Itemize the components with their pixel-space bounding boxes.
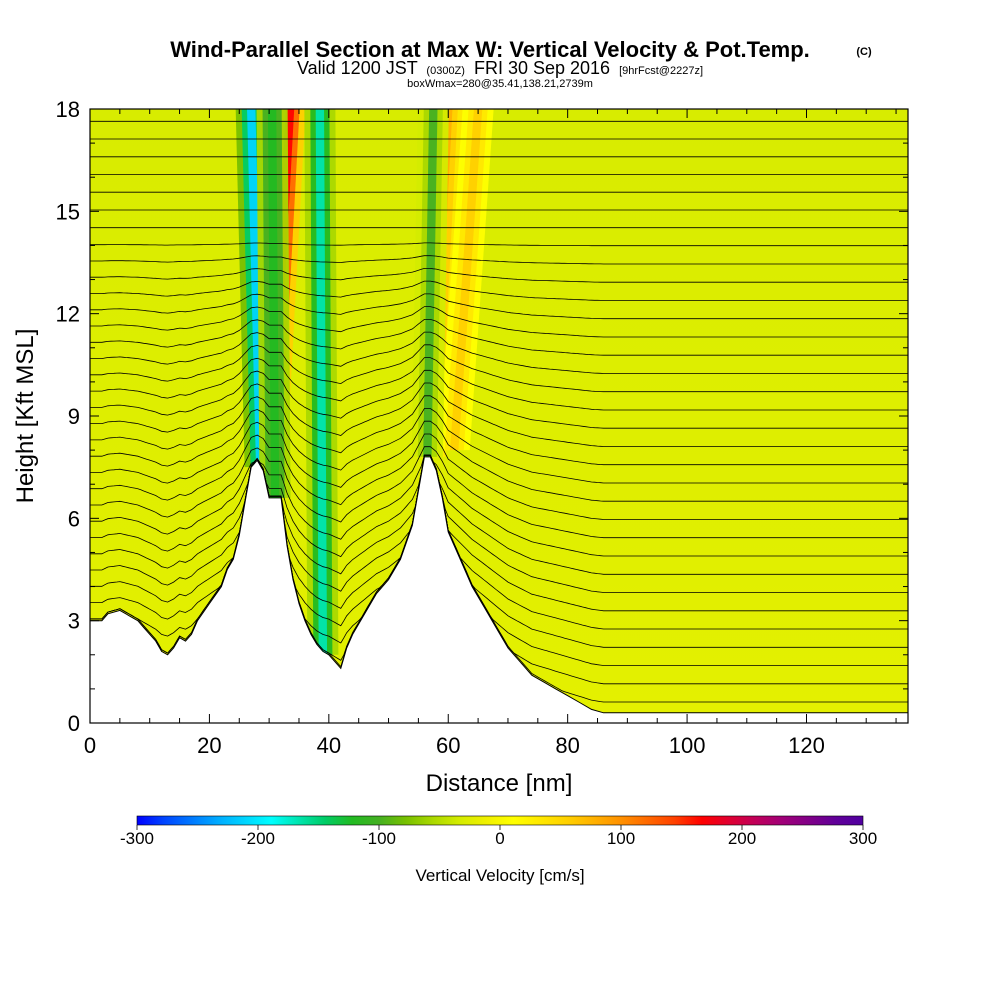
x-tick-label-80: 80: [555, 733, 579, 758]
x-tick-label-20: 20: [197, 733, 221, 758]
isentrope-8: [90, 454, 908, 557]
y-axis: 0 3 6 9 12 15 18: [56, 97, 908, 736]
isentrope-19: [90, 319, 908, 356]
y-tick-label-9: 9: [68, 404, 80, 429]
isentrope-22: [90, 280, 908, 301]
colorbar-label: Vertical Velocity [cm/s]: [415, 866, 584, 885]
terrain: [90, 456, 908, 723]
x-tick-label-0: 0: [84, 733, 96, 758]
x-tick-label-100: 100: [669, 733, 706, 758]
colorbar-tick-label--200: -200: [241, 829, 275, 848]
plot-area: [90, 109, 908, 723]
isentrope-contours: [90, 120, 908, 703]
isentrope-23: [90, 268, 908, 283]
isentrope-17: [90, 344, 908, 393]
x-tick-label-60: 60: [436, 733, 460, 758]
y-tick-label-15: 15: [56, 199, 80, 224]
x-tick-label-40: 40: [317, 733, 341, 758]
isentrope-5: [90, 454, 908, 612]
y-tick-label-3: 3: [68, 609, 80, 634]
x-axis-label: Distance [nm]: [426, 770, 573, 797]
x-tick-label-120: 120: [788, 733, 825, 758]
chart-title: Wind-Parallel Section at Max W: Vertical…: [170, 37, 810, 62]
subtitle-forecast: [9hrFcst@2227z]: [619, 65, 703, 77]
y-tick-label-12: 12: [56, 302, 80, 327]
colorbar-tick-label-0: 0: [495, 829, 504, 848]
updraft-band-3-2: [450, 109, 483, 451]
isentrope-11: [90, 420, 908, 502]
y-axis-label: Height [Kft MSL]: [12, 329, 39, 504]
colorbar-bar: [136, 815, 864, 826]
chart-subtitle-2: boxWmax=280@35.41,138.21,2739m: [407, 78, 593, 90]
y-tick-label-6: 6: [68, 506, 80, 531]
isentrope-6: [90, 454, 908, 593]
x-axis: 0 20 40 60 80 100 120: [84, 109, 897, 758]
colorbar-ticks: -300 -200 -100 0 100 200 300: [120, 825, 877, 848]
isentrope-14: [90, 382, 908, 447]
subtitle-valid: Valid 1200 JST: [297, 58, 418, 78]
colorbar-tick-label-100: 100: [607, 829, 635, 848]
isentrope-13: [90, 395, 908, 466]
isentrope-16: [90, 357, 908, 411]
chart-subtitle: Valid 1200 JST (0300Z) FRI 30 Sep 2016 […: [297, 58, 703, 78]
isentrope-10: [90, 433, 908, 520]
isentrope-25: [90, 242, 908, 247]
subtitle-date: FRI 30 Sep 2016: [474, 58, 610, 78]
chart-title-tag: (C): [856, 46, 872, 58]
isentrope-9: [90, 446, 908, 539]
colorbar-tick-label--100: -100: [362, 829, 396, 848]
y-tick-label-18: 18: [56, 97, 80, 122]
isentrope-7: [90, 454, 908, 575]
colorbar-tick-label-200: 200: [728, 829, 756, 848]
downdraft-band-1-2: [267, 109, 280, 498]
isentrope-12: [90, 408, 908, 484]
isentrope-3: [90, 454, 908, 648]
colorbar: -300 -200 -100 0 100 200 300 Vertical Velocity…: [120, 815, 877, 885]
isentrope-20: [90, 306, 908, 338]
isentrope-24: [90, 255, 908, 265]
isentrope-4: [90, 454, 908, 630]
y-tick-label-0: 0: [68, 711, 80, 736]
subtitle-zulu: (0300Z): [426, 65, 465, 77]
isentrope-18: [90, 331, 908, 374]
isentrope-15: [90, 369, 908, 429]
colorbar-tick-label-300: 300: [849, 829, 877, 848]
isentrope-21: [90, 293, 908, 320]
colorbar-tick-label--300: -300: [120, 829, 154, 848]
